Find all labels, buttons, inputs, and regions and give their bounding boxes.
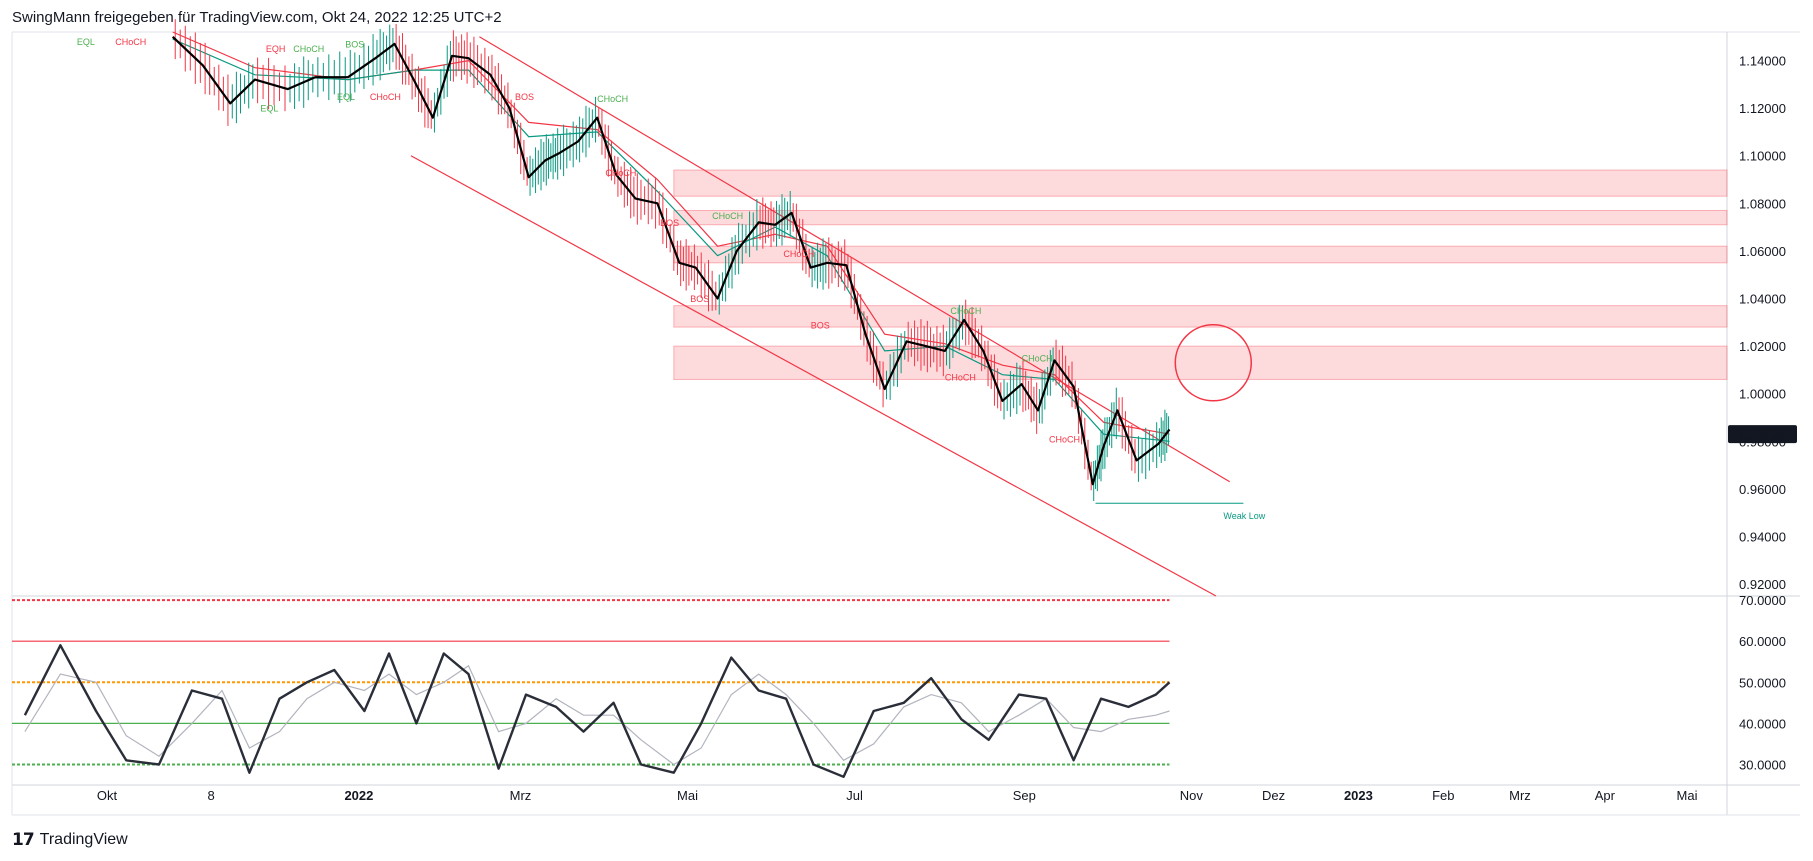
price-tick-1: 1.12000 (1739, 101, 1786, 116)
indicator-tick-3: 40.0000 (1739, 716, 1786, 731)
price-tick-4: 1.06000 (1739, 244, 1786, 259)
time-axis[interactable]: Okt 8 2022 Mrz Mai Jul Sep Nov Dez 2023 Feb Mrz Apr M… (97, 788, 1698, 803)
weak-low-label: Weak Low (1223, 511, 1265, 521)
structure-label-7: EQL (337, 92, 355, 102)
channel-upper-line (479, 36, 1231, 483)
time-tick-10: Feb (1432, 788, 1454, 803)
price-tick-3: 1.08000 (1739, 196, 1786, 211)
price-tick-10: 0.94000 (1739, 530, 1786, 545)
price-tick-8: 0.98000 (1739, 434, 1786, 449)
time-tick-0: Okt (97, 788, 118, 803)
structure-label-10: CHoCH (597, 94, 628, 104)
structure-label-3: EQH (266, 44, 286, 54)
supply-zone-2 (673, 209, 1728, 226)
structure-label-19: CHoCH (1022, 354, 1053, 364)
indicator-signal-line (24, 664, 1170, 766)
price-axis[interactable]: 1.14000 1.12000 1.10000 1.08000 1.06000 1.040… (1739, 54, 1786, 773)
indicator-tick-0: 70.0000 (1739, 593, 1786, 608)
time-tick-6: Sep (1013, 788, 1036, 803)
supply-zones (673, 169, 1728, 380)
indicator-levels (12, 599, 1170, 766)
current-price-label: 13:34:46 (1737, 427, 1788, 442)
structure-label-13: CHoCH (712, 211, 743, 221)
price-extras: Weak Low 13:34:46 (1095, 324, 1797, 521)
structure-label-1: EQL (77, 37, 95, 47)
price-tick-11: 0.92000 (1739, 577, 1786, 592)
structure-label-11: CHoCH (605, 168, 636, 178)
price-tick-7: 1.00000 (1739, 387, 1786, 402)
time-tick-4: Mai (677, 788, 698, 803)
price-tick-6: 1.02000 (1739, 339, 1786, 354)
price-tick-0: 1.14000 (1739, 54, 1786, 69)
indicator-main-line (23, 644, 1171, 778)
structure-annotations: EQL CHoCH EQH CHoCH BOS EQL EQL CHoCH BOS CHoCH CH… (77, 37, 1080, 444)
time-tick-9: 2023 (1344, 788, 1373, 803)
time-tick-7: Nov (1180, 788, 1204, 803)
time-tick-12: Apr (1595, 788, 1616, 803)
structure-label-16: BOS (811, 320, 830, 330)
structure-label-5: BOS (345, 39, 364, 49)
time-tick-5: Jul (846, 788, 863, 803)
structure-label-20: CHoCH (1049, 435, 1080, 445)
footer-brand[interactable]: 17 TradingView (12, 830, 128, 850)
structure-label-8: CHoCH (370, 92, 401, 102)
time-tick-1: 8 (207, 788, 214, 803)
tradingview-logo-icon: 17 (12, 830, 35, 850)
price-channel (410, 36, 1231, 597)
structure-label-9: BOS (515, 92, 534, 102)
supply-zone-5 (673, 345, 1728, 380)
structure-label-18: CHoCH (945, 373, 976, 383)
time-tick-3: Mrz (510, 788, 532, 803)
structure-label-15: BOS (690, 294, 709, 304)
price-series-line (171, 36, 1171, 486)
indicator-series (23, 644, 1171, 778)
indicator-tick-2: 50.0000 (1739, 675, 1786, 690)
structure-label-4: CHoCH (293, 44, 324, 54)
structure-label-6: EQL (260, 104, 278, 114)
brand-name: TradingView (39, 831, 128, 848)
structure-label-12: BOS (660, 218, 679, 228)
target-circle (1174, 324, 1253, 402)
indicator-tick-1: 60.0000 (1739, 634, 1786, 649)
price-tick-5: 1.04000 (1739, 292, 1786, 307)
time-tick-8: Dez (1262, 788, 1285, 803)
price-tick-2: 1.10000 (1739, 149, 1786, 164)
supply-zone-4 (673, 305, 1728, 328)
time-tick-2: 2022 (344, 788, 373, 803)
channel-lower-line (410, 155, 1217, 597)
supply-zone-1 (673, 169, 1728, 197)
structure-label-14: CHoCH (783, 249, 814, 259)
indicator-tick-4: 30.0000 (1739, 757, 1786, 772)
current-price-badge (1728, 425, 1797, 444)
time-tick-13: Mai (1677, 788, 1698, 803)
chart-header: SwingMann freigegeben für TradingView.co… (12, 9, 502, 26)
structure-label-17: CHoCH (950, 306, 981, 316)
structure-label-2: CHoCH (115, 37, 146, 47)
chart-frame (11, 31, 1800, 816)
price-tick-9: 0.96000 (1739, 482, 1786, 497)
price-series (171, 36, 1171, 486)
time-tick-11: Mrz (1509, 788, 1531, 803)
